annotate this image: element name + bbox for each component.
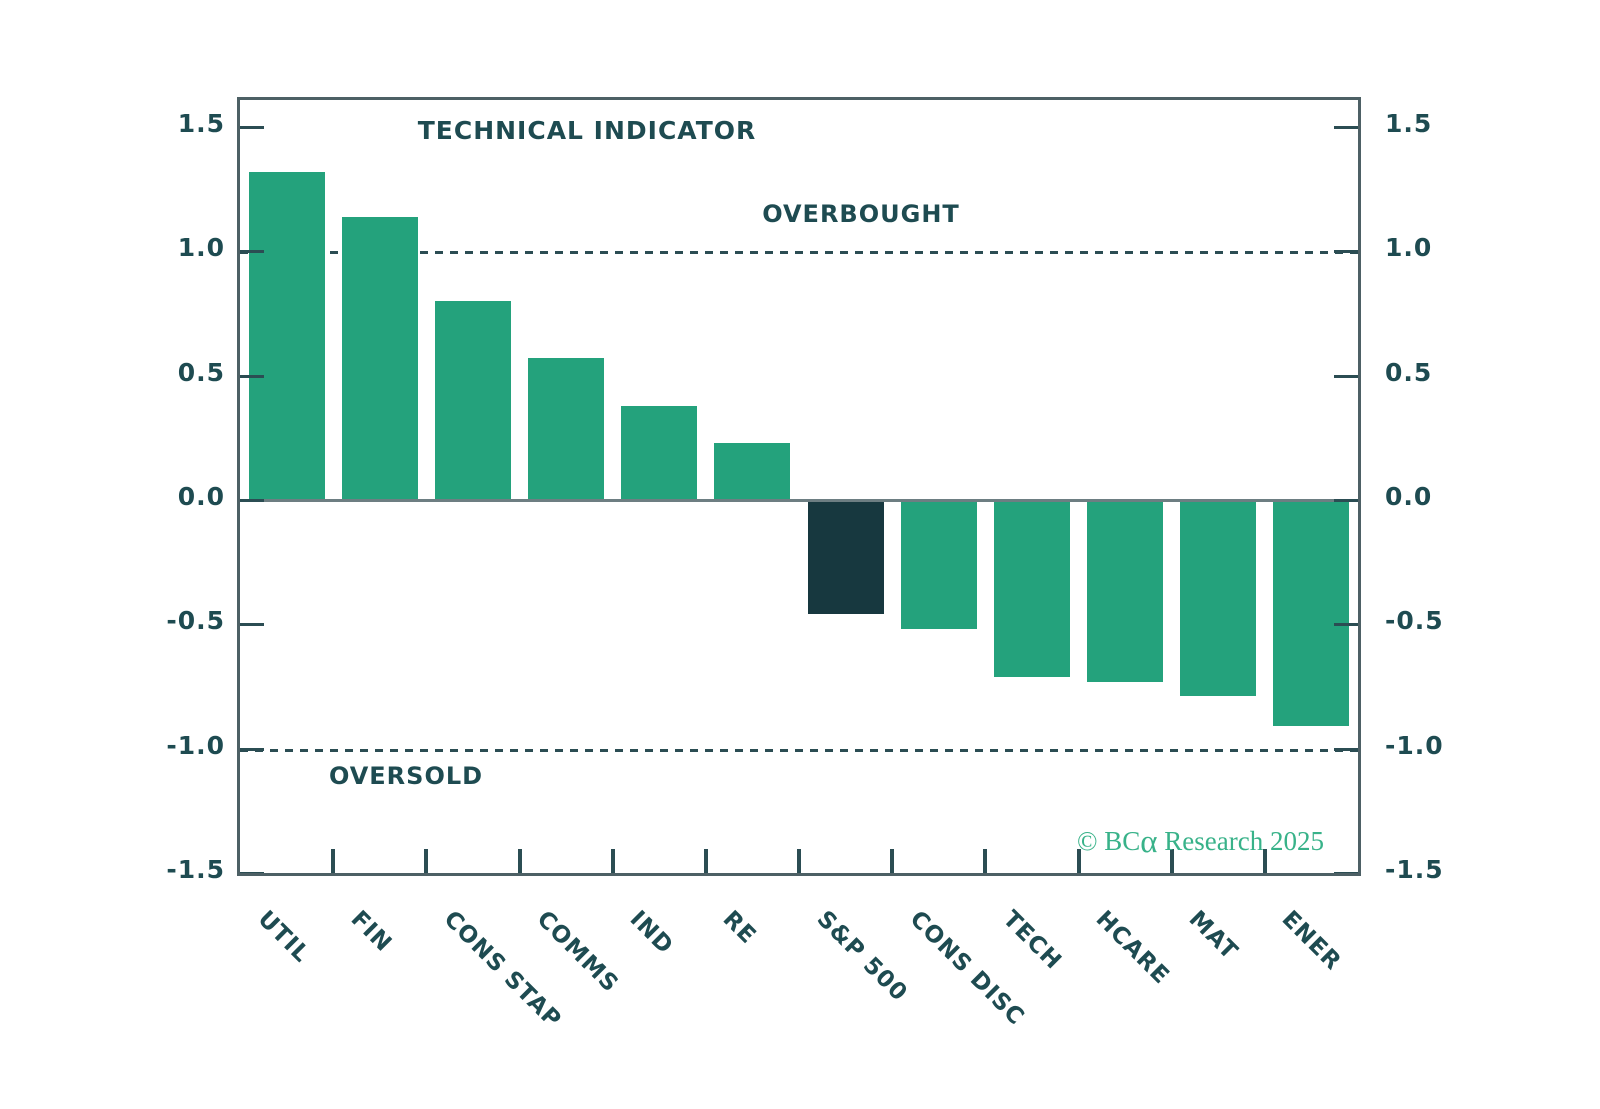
y-axis-label-right: -0.5 (1385, 606, 1444, 635)
y-tick-left (240, 872, 264, 873)
x-tick (983, 849, 987, 873)
bar-mat (1180, 500, 1256, 696)
bar-util (249, 172, 325, 500)
overbought-label: OVERBOUGHT (762, 200, 960, 228)
y-tick-left (240, 126, 264, 129)
x-tick (1077, 849, 1081, 873)
y-axis-label-left: -1.0 (166, 731, 225, 760)
y-axis-label-right: -1.5 (1385, 855, 1444, 884)
y-axis-label-left: 0.0 (177, 482, 225, 511)
bar-fin (342, 217, 418, 500)
y-axis-label-right: 1.0 (1385, 233, 1433, 262)
chart-title: TECHNICAL INDICATOR (417, 116, 757, 145)
bar-cons-stap (435, 301, 511, 500)
y-axis-label-left: -0.5 (166, 606, 225, 635)
bar-re (714, 443, 790, 500)
watermark-suffix: Research 2025 (1157, 826, 1324, 856)
x-axis-label-tech: TECH (997, 906, 1067, 975)
y-axis-label-left: 1.0 (177, 233, 225, 262)
zero-axis-line (240, 499, 1358, 502)
y-axis-label-left: 1.5 (177, 109, 225, 138)
x-axis-label-sandp-500: S&P 500 (811, 906, 913, 1007)
bar-sandp-500 (808, 500, 884, 614)
x-axis-label-fin: FIN (345, 906, 397, 958)
x-tick (1263, 849, 1267, 873)
x-tick (331, 849, 335, 873)
y-axis-label-left: -1.5 (166, 855, 225, 884)
x-tick (518, 849, 522, 873)
watermark-alpha-glyph: α (1140, 824, 1158, 860)
oversold-dashed-line (240, 749, 1358, 752)
x-tick (890, 849, 894, 873)
y-axis-label-right: 0.0 (1385, 482, 1433, 511)
y-tick-right (1334, 126, 1358, 129)
bar-tech (994, 500, 1070, 677)
y-tick-right (1334, 499, 1358, 502)
plot-area: TECHNICAL INDICATOR OVERBOUGHT OVERSOLD … (237, 97, 1361, 876)
y-axis-label-left: 0.5 (177, 358, 225, 387)
x-axis-label-ener: ENER (1276, 906, 1347, 976)
x-axis-label-mat: MAT (1183, 906, 1243, 966)
x-axis-label-hcare: HCARE (1090, 906, 1175, 990)
y-tick-right (1334, 375, 1358, 378)
watermark-prefix: © BC (1076, 826, 1141, 856)
y-tick-right (1334, 250, 1358, 253)
bar-ener (1273, 500, 1349, 726)
x-tick (704, 849, 708, 873)
x-axis-label-ind: IND (624, 906, 679, 960)
y-tick-left (240, 250, 264, 253)
y-tick-right (1334, 872, 1358, 873)
watermark: © BCα Research 2025 (1076, 824, 1324, 860)
y-axis-label-right: 0.5 (1385, 358, 1433, 387)
y-axis-label-right: -1.0 (1385, 731, 1444, 760)
bar-comms (528, 358, 604, 500)
bar-hcare (1087, 500, 1163, 682)
y-tick-left (240, 375, 264, 378)
x-tick (611, 849, 615, 873)
x-axis-label-util: UTIL (252, 906, 315, 968)
x-axis-label-re: RE (717, 906, 762, 950)
overbought-dashed-line (240, 251, 1358, 254)
y-axis-label-right: 1.5 (1385, 109, 1433, 138)
bar-cons-disc (901, 500, 977, 629)
y-tick-left (240, 499, 264, 502)
plot-inner: TECHNICAL INDICATOR OVERBOUGHT OVERSOLD … (240, 100, 1358, 873)
y-tick-left (240, 748, 264, 751)
y-tick-left (240, 623, 264, 626)
bar-ind (621, 406, 697, 500)
x-tick (424, 849, 428, 873)
x-axis-label-comms: COMMS (531, 906, 624, 998)
oversold-label: OVERSOLD (328, 762, 484, 790)
y-tick-right (1334, 623, 1358, 626)
y-tick-right (1334, 748, 1358, 751)
x-tick (797, 849, 801, 873)
x-tick (1170, 849, 1174, 873)
